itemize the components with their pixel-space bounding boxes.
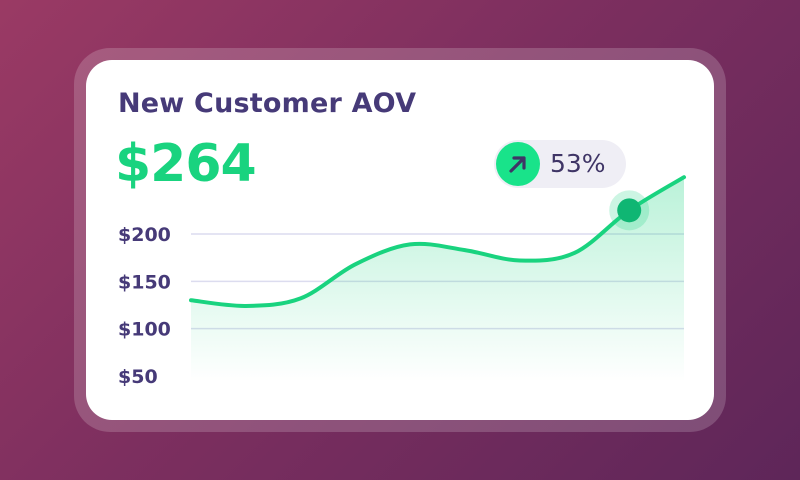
series-line bbox=[189, 175, 686, 308]
y-tick-label: $100 bbox=[118, 319, 171, 341]
metric-value: $264 bbox=[115, 134, 257, 194]
change-percent: 53% bbox=[550, 149, 606, 178]
area-fill bbox=[191, 177, 684, 382]
card-title: New Customer AOV bbox=[118, 88, 417, 119]
metric-card: New Customer AOV $264 53% $200 $150 $100 $5… bbox=[86, 60, 714, 420]
y-tick-label: $50 bbox=[118, 366, 158, 388]
y-tick-label: $200 bbox=[118, 224, 171, 246]
change-badge: 53% bbox=[494, 140, 626, 188]
line-chart: $200 $150 $100 $50 bbox=[118, 175, 686, 388]
y-tick-label: $150 bbox=[118, 271, 171, 293]
arrow-up-right-icon bbox=[496, 142, 540, 186]
highlight-point bbox=[617, 198, 642, 223]
